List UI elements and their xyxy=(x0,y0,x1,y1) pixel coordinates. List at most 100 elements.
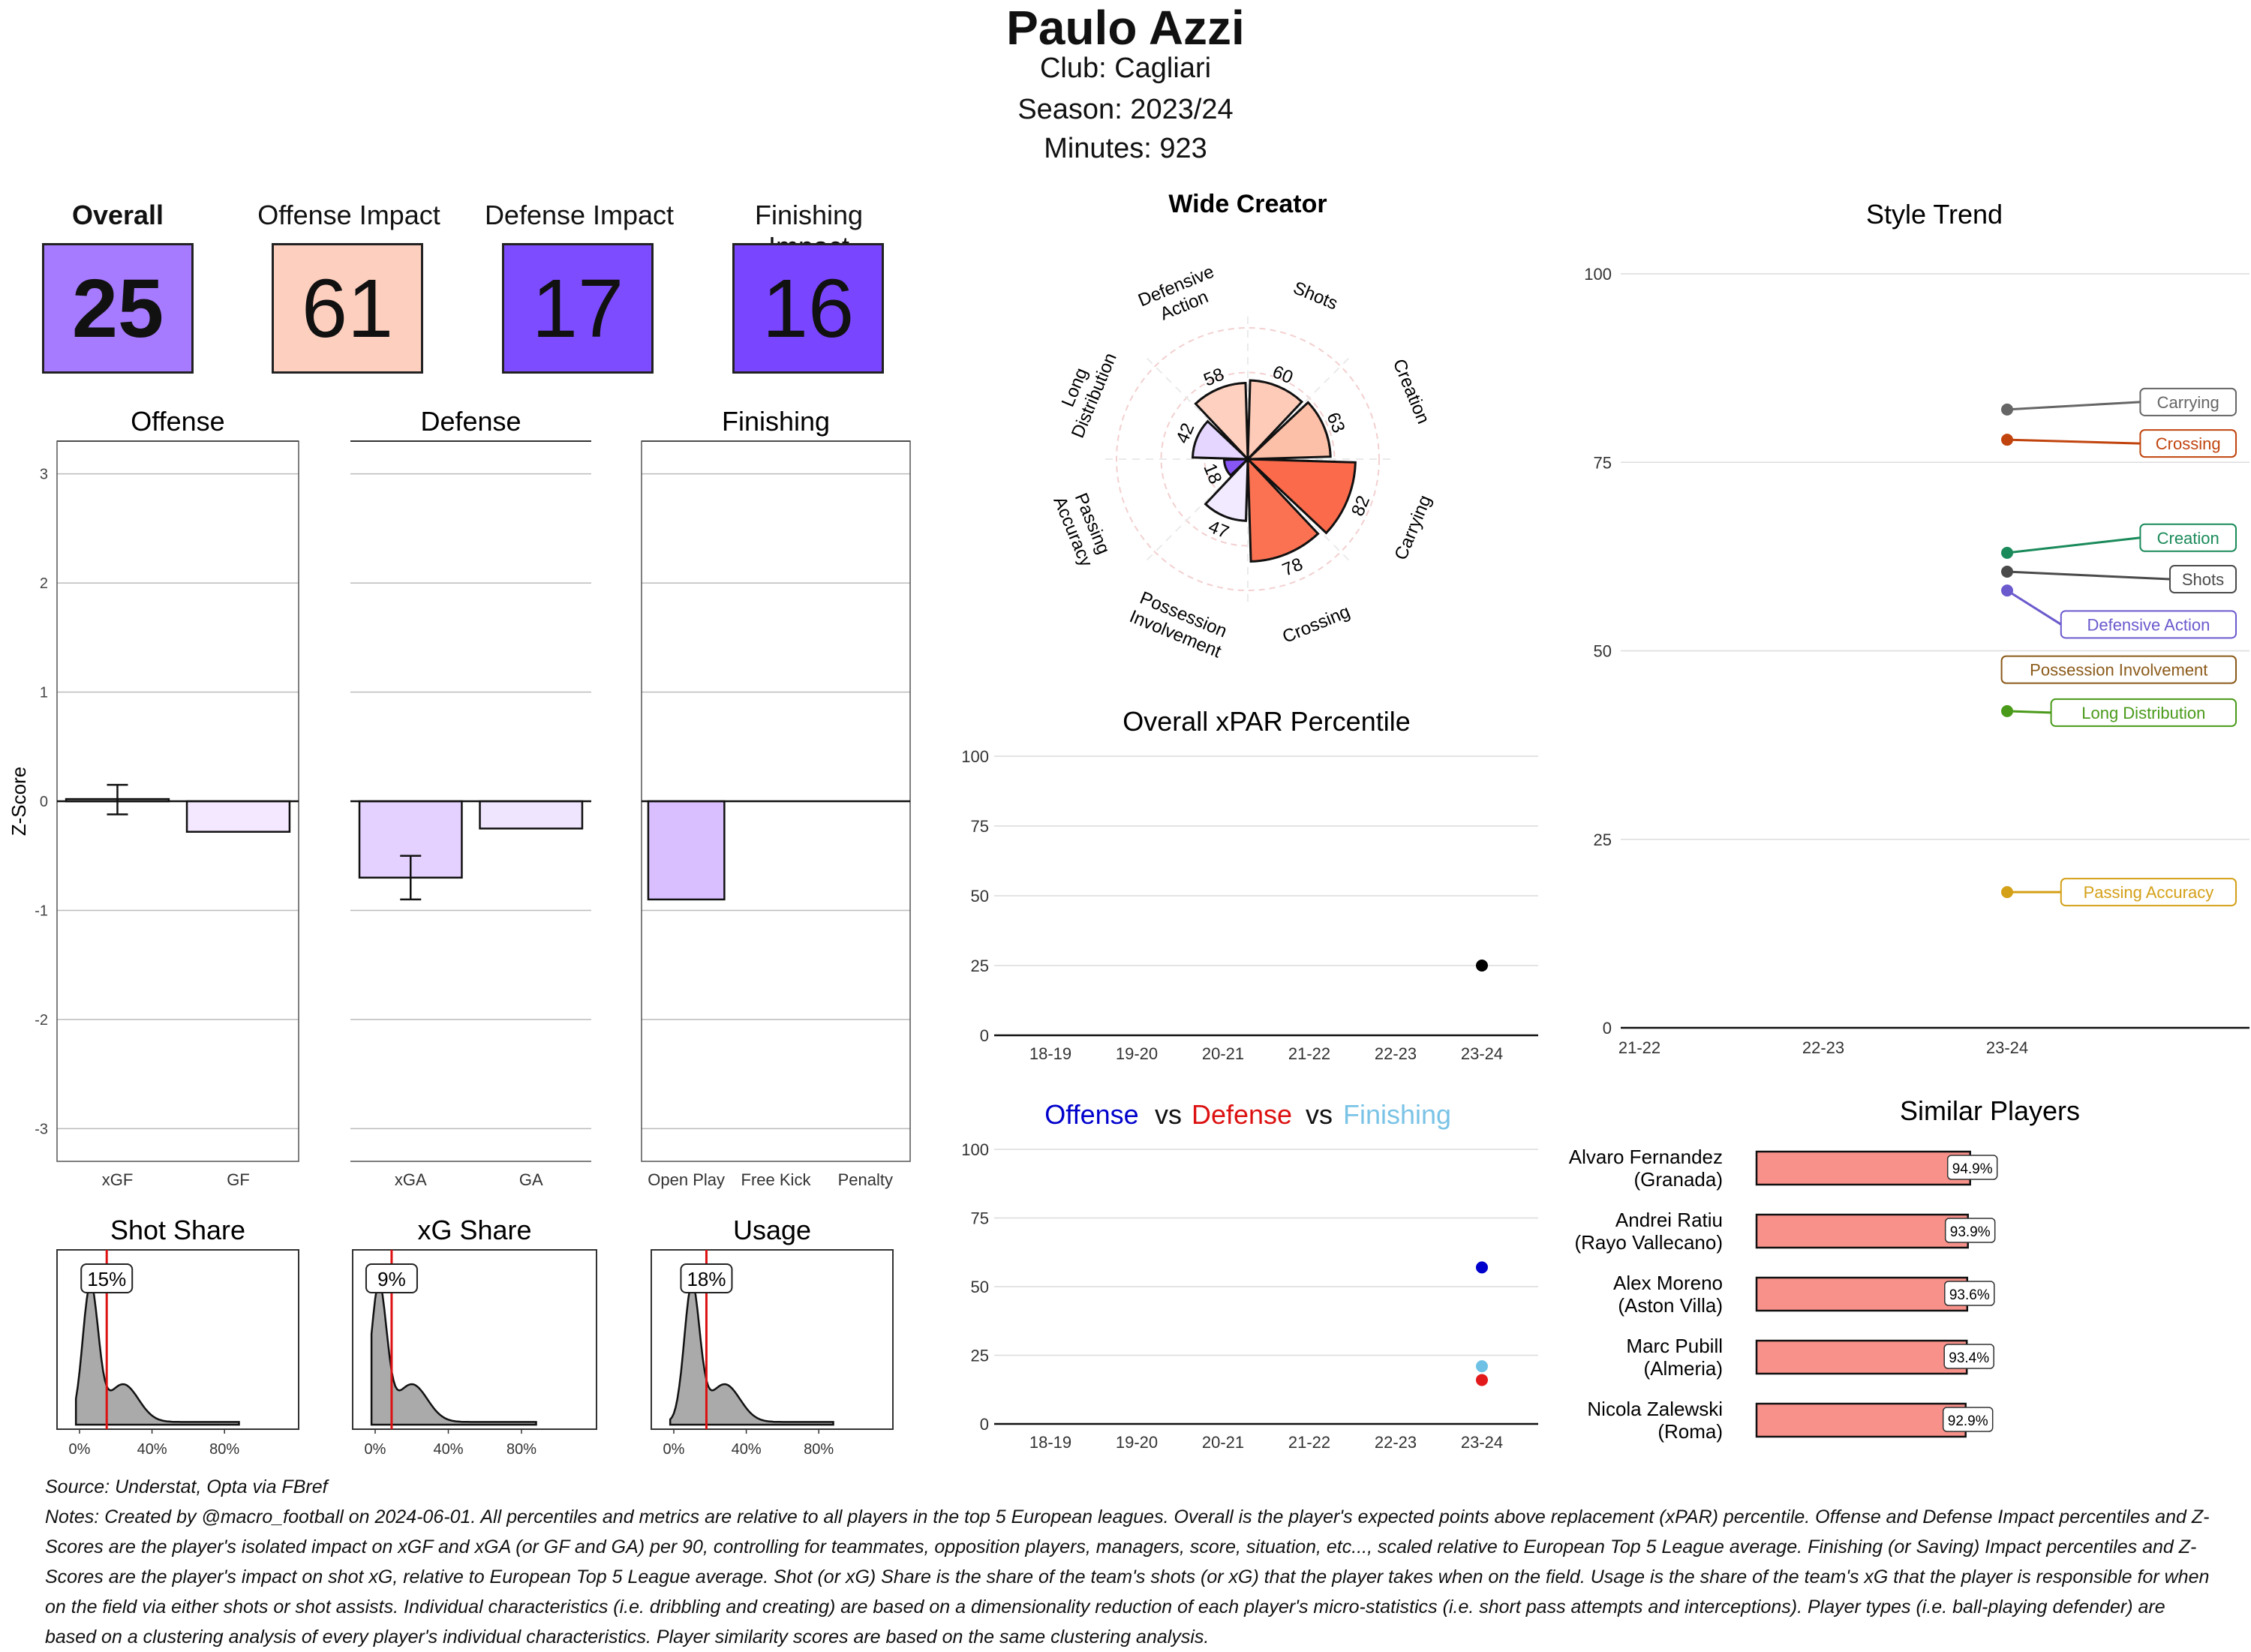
zscore-y-tick: -1 xyxy=(35,903,48,919)
club-line: Club: Cagliari xyxy=(1039,53,1212,84)
offense-impact-tile: 61 xyxy=(272,243,423,374)
style-label-box xyxy=(2050,698,2237,727)
defense-impact-title: Defense Impact xyxy=(484,200,675,230)
style-y-tick: 25 xyxy=(1594,831,1612,849)
similar-bar xyxy=(1755,1213,1969,1249)
style-y-tick: 75 xyxy=(1594,453,1612,472)
xpar-y-tick: 100 xyxy=(961,747,989,766)
radar-spoke xyxy=(1144,355,1249,460)
radar-value-label: 78 xyxy=(1279,554,1306,581)
ovd-x-tick: 20-21 xyxy=(1202,1433,1244,1452)
offense-impact-title: Offense Impact xyxy=(257,200,440,230)
density-label: 18% xyxy=(687,1268,726,1290)
zscore-x-tick: GF xyxy=(227,1170,250,1189)
radar-axis-label: Shots xyxy=(1291,278,1341,314)
density-label: 9% xyxy=(377,1268,406,1290)
xpar-x-tick: 20-21 xyxy=(1202,1044,1244,1063)
radar-value-label: 82 xyxy=(1348,493,1374,519)
similar-value-box xyxy=(1943,1344,1994,1369)
zscore-x-tick: Open Play xyxy=(648,1170,725,1189)
notes-text: Notes: Created by @macro_football on 202… xyxy=(45,1506,2210,1647)
zscore-panel-title: Finishing xyxy=(722,406,830,437)
density-panel-title: Usage xyxy=(733,1215,811,1245)
zscore-panel-title: Defense xyxy=(420,406,521,437)
density-frame xyxy=(56,1249,299,1430)
density-curve xyxy=(669,1281,834,1426)
style-title: Style Trend xyxy=(1866,199,2003,230)
xpar-x-tick: 21-22 xyxy=(1288,1044,1330,1063)
similar-value: 94.9% xyxy=(1952,1161,1993,1177)
similar-title: Similar Players xyxy=(1900,1095,2080,1126)
style-series-line xyxy=(2006,570,2171,581)
ovd-x-tick: 19-20 xyxy=(1116,1433,1158,1452)
ovd-x-tick: 22-23 xyxy=(1375,1433,1417,1452)
similar-bar xyxy=(1755,1276,1969,1312)
density-panel-title: Shot Share xyxy=(110,1215,245,1245)
finishing-impact-tile: 16 xyxy=(732,243,884,374)
style-series-line xyxy=(2006,401,2141,411)
similar-bar xyxy=(1755,1150,1971,1186)
similar-player-club: (Granada) xyxy=(1634,1168,1724,1191)
style-point xyxy=(2001,886,2013,899)
similar-value: 93.4% xyxy=(1949,1350,1989,1366)
overall-score: 25 xyxy=(71,262,164,355)
ovd-y-tick: 0 xyxy=(980,1415,989,1434)
zscore-y-tick: -3 xyxy=(35,1121,48,1137)
xpar-y-tick: 25 xyxy=(971,957,989,975)
style-y-tick: 100 xyxy=(1584,265,1612,284)
style-x-tick: 21-22 xyxy=(1618,1038,1660,1057)
similar-value-box xyxy=(1944,1281,1995,1306)
density-x-tick: 40% xyxy=(137,1441,167,1458)
style-series-line xyxy=(2006,710,2051,714)
style-series-label: Long Distribution xyxy=(2081,704,2205,722)
density-x-tick: 80% xyxy=(209,1441,239,1458)
similar-value-box xyxy=(1944,1218,1996,1243)
ovd-title-part: Defense xyxy=(1192,1099,1292,1130)
style-y-tick: 0 xyxy=(1603,1019,1612,1038)
xpar-x-tick: 18-19 xyxy=(1029,1044,1071,1063)
ovd-title-part: Finishing xyxy=(1343,1099,1451,1130)
xpar-point xyxy=(1476,960,1488,972)
density-x-tick: 80% xyxy=(506,1441,536,1458)
ovd-y-tick: 25 xyxy=(971,1347,989,1365)
zscore-y-tick: 0 xyxy=(40,794,48,810)
similar-value: 93.9% xyxy=(1950,1224,1991,1240)
xpar-title: Overall xPAR Percentile xyxy=(1122,706,1410,737)
zscore-bar xyxy=(647,800,726,901)
offense-impact-score: 61 xyxy=(301,262,394,355)
style-x-tick: 23-24 xyxy=(1986,1038,2028,1057)
radar-gridline xyxy=(1116,327,1380,591)
chart-canvas: Z-Score 3 2 1 0 -1 -2 -3 Offense xGF GF Defense xGA G… xyxy=(8,190,2249,1458)
density-x-tick: 80% xyxy=(804,1441,834,1458)
density-label-box xyxy=(365,1263,418,1293)
similar-bar xyxy=(1755,1402,1967,1438)
density-frame xyxy=(651,1249,894,1430)
density-label-box xyxy=(680,1263,733,1293)
density-frame xyxy=(352,1249,597,1430)
radar-spoke xyxy=(1247,458,1352,563)
radar-slice xyxy=(1245,401,1332,461)
similar-value-box xyxy=(1942,1407,1994,1432)
style-series-label: Possession Involvement xyxy=(2030,661,2207,680)
zscore-x-tick: Penalty xyxy=(838,1170,893,1189)
density-curve xyxy=(370,1281,537,1426)
defense-impact-score: 17 xyxy=(531,262,624,355)
similar-value: 92.9% xyxy=(1948,1413,1988,1429)
ovd-point xyxy=(1476,1374,1488,1386)
radar-axis-label: Carrying xyxy=(1391,492,1436,563)
density-x-tick: 0% xyxy=(663,1441,685,1458)
style-label-box xyxy=(2169,565,2237,594)
style-series-line xyxy=(2006,438,2141,445)
radar-slice xyxy=(1194,381,1249,462)
density-x-tick: 0% xyxy=(365,1441,386,1458)
minutes-line: Minutes: 923 xyxy=(1044,133,1207,164)
radar-slice xyxy=(1245,458,1357,535)
xpar-y-tick: 0 xyxy=(980,1026,989,1045)
radar-axis-label: Creation xyxy=(1389,356,1434,427)
xpar-x-tick: 22-23 xyxy=(1375,1044,1417,1063)
similar-value-box xyxy=(1946,1155,1998,1180)
radar-slice xyxy=(1191,419,1251,461)
style-point xyxy=(2001,434,2013,446)
radar-value-label: 18 xyxy=(1199,461,1225,487)
ovd-x-tick: 23-24 xyxy=(1461,1433,1503,1452)
